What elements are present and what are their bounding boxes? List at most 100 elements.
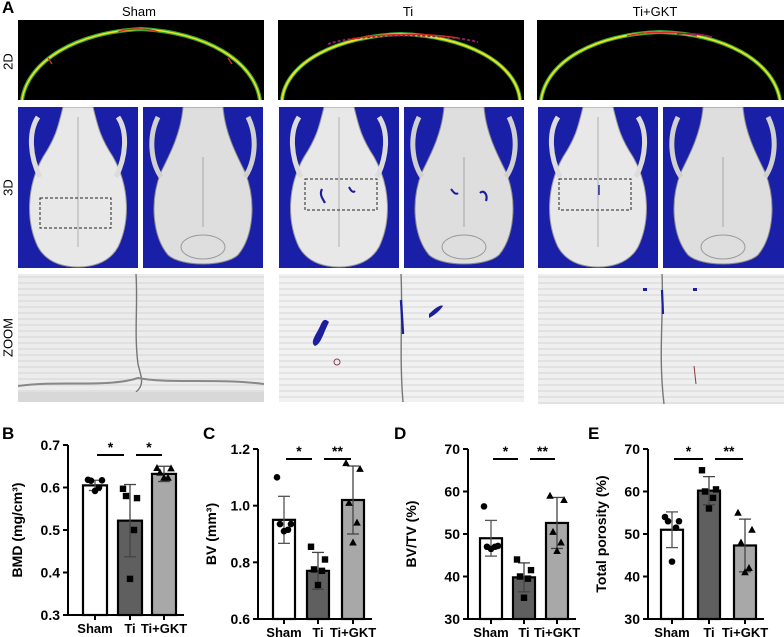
panel-letter-c: C (203, 424, 216, 443)
data-point (356, 464, 364, 472)
data-point (734, 508, 742, 516)
data-point (513, 556, 521, 563)
data-point (745, 564, 753, 571)
data-point (527, 566, 535, 574)
data-point (675, 517, 683, 525)
data-point (280, 527, 288, 535)
skull-shape (410, 107, 518, 265)
data-point (487, 545, 495, 553)
data-point (520, 594, 528, 601)
significance-label: * (503, 443, 509, 459)
zoom-image-ti-gkt (538, 274, 784, 404)
y-tick-label: 70 (624, 441, 640, 457)
chart-d-bvtv: D 30 40 50 60 70 BV/TV (%) Sham Ti Ti+GKT * ** (392, 424, 588, 637)
data-point (705, 505, 713, 512)
row-label-2d: 2D (0, 53, 16, 70)
data-point (516, 573, 524, 580)
data-point (664, 517, 672, 525)
ct-2d-image-sham (18, 20, 264, 100)
skull-shape (289, 107, 389, 268)
skull-3d-dorsal-ti-gkt (538, 107, 658, 268)
y-tick-label: 40 (624, 569, 640, 585)
data-point (276, 520, 284, 528)
chart-e-porosity: E 30 40 50 60 70 Total porosity (%) Sham Ti Ti+G… (588, 424, 784, 637)
data-point (553, 547, 561, 554)
panel-letter-d: D (394, 424, 407, 443)
data-point (167, 464, 175, 472)
chart-c-bv: C 0.6 0.8 1.0 1.2 BV (mm³) Sham Ti Ti+GKT * ** (196, 424, 392, 637)
y-tick-label: 0.3 (41, 607, 61, 623)
ct-2d-image-ti (278, 20, 524, 100)
x-tick-label: Ti (124, 621, 135, 636)
data-point (87, 477, 95, 484)
y-tick-label: 0.5 (41, 522, 61, 538)
data-point (698, 467, 706, 474)
data-point (712, 486, 720, 493)
data-point (560, 496, 568, 503)
data-point (122, 492, 130, 500)
significance-label: * (146, 439, 152, 455)
x-tick-label: Sham (654, 625, 689, 637)
ct-cross-section-arc (280, 31, 522, 100)
y-tick-label: 30 (624, 611, 640, 627)
skull-shape (149, 107, 257, 265)
data-point (307, 543, 315, 550)
y-tick-label: 50 (444, 526, 460, 542)
ct-cross-section-arc (20, 26, 262, 100)
significance-label: ** (537, 443, 548, 459)
data-point (709, 494, 717, 502)
bar-ti-gkt (150, 472, 178, 617)
zoom-image-ti (279, 274, 524, 402)
data-point (321, 556, 329, 563)
data-point (273, 474, 281, 481)
significance-label: * (686, 443, 692, 459)
x-tick-label: Ti (518, 625, 529, 637)
data-point (349, 538, 357, 546)
bone-surface-texture (279, 274, 524, 402)
data-point (287, 520, 295, 528)
data-point (668, 558, 676, 565)
group-title-sham: Sham (122, 4, 156, 19)
y-tick-label: 30 (444, 611, 460, 627)
x-tick-label: Ti (312, 625, 323, 637)
data-point (353, 518, 361, 526)
row-label-zoom: ZOOM (0, 318, 16, 357)
skull-shape (28, 107, 128, 268)
data-point (557, 538, 565, 546)
row-label-3d: 3D (0, 179, 16, 196)
bar-chart-e: 30 40 50 60 70 Total porosity (%) Sham Ti Ti+GKT… (593, 441, 768, 637)
y-axis-label: BV (mm³) (203, 503, 219, 565)
significance-label: * (296, 443, 302, 459)
x-tick-label: Ti+GKT (330, 625, 376, 637)
skull-3d-ventral-ti (404, 107, 524, 268)
bar-chart-b: 0.3 0.4 0.5 0.6 0.7 BMD (mg/cm³) Sham Ti Ti+GKT *… (9, 437, 187, 636)
panel-letter-b: B (2, 424, 15, 443)
x-tick-label: Ti+GKT (534, 625, 580, 637)
x-tick-label: Ti+GKT (141, 621, 187, 636)
data-point (318, 567, 326, 575)
significance-label: ** (724, 443, 735, 459)
y-tick-label: 50 (624, 526, 640, 542)
ct-cross-section-arc (539, 29, 782, 100)
data-point (345, 498, 353, 506)
y-tick-label: 0.7 (41, 437, 61, 453)
significance-label: ** (332, 443, 343, 459)
x-tick-label: Sham (473, 625, 508, 637)
y-tick-label: 1.0 (231, 498, 251, 514)
data-point (480, 503, 488, 510)
skull-shape (669, 107, 777, 265)
data-point (119, 485, 127, 492)
skull-3d-dorsal-sham (18, 107, 138, 268)
data-point (126, 575, 134, 583)
ct-2d-image-ti-gkt (537, 20, 784, 100)
y-axis-label: Total porosity (%) (593, 475, 609, 592)
y-tick-label: 1.2 (231, 441, 251, 457)
zoom-image-sham (18, 274, 264, 402)
data-point (549, 527, 557, 535)
bar-chart-c: 0.60.81.01.2BV (mm³)Sham Ti Ti+GKT* ** (203, 441, 376, 637)
skull-3d-ventral-sham (143, 107, 263, 268)
data-point (741, 568, 749, 576)
data-point (672, 524, 680, 531)
y-axis-label: BV/TV (%) (403, 501, 419, 568)
